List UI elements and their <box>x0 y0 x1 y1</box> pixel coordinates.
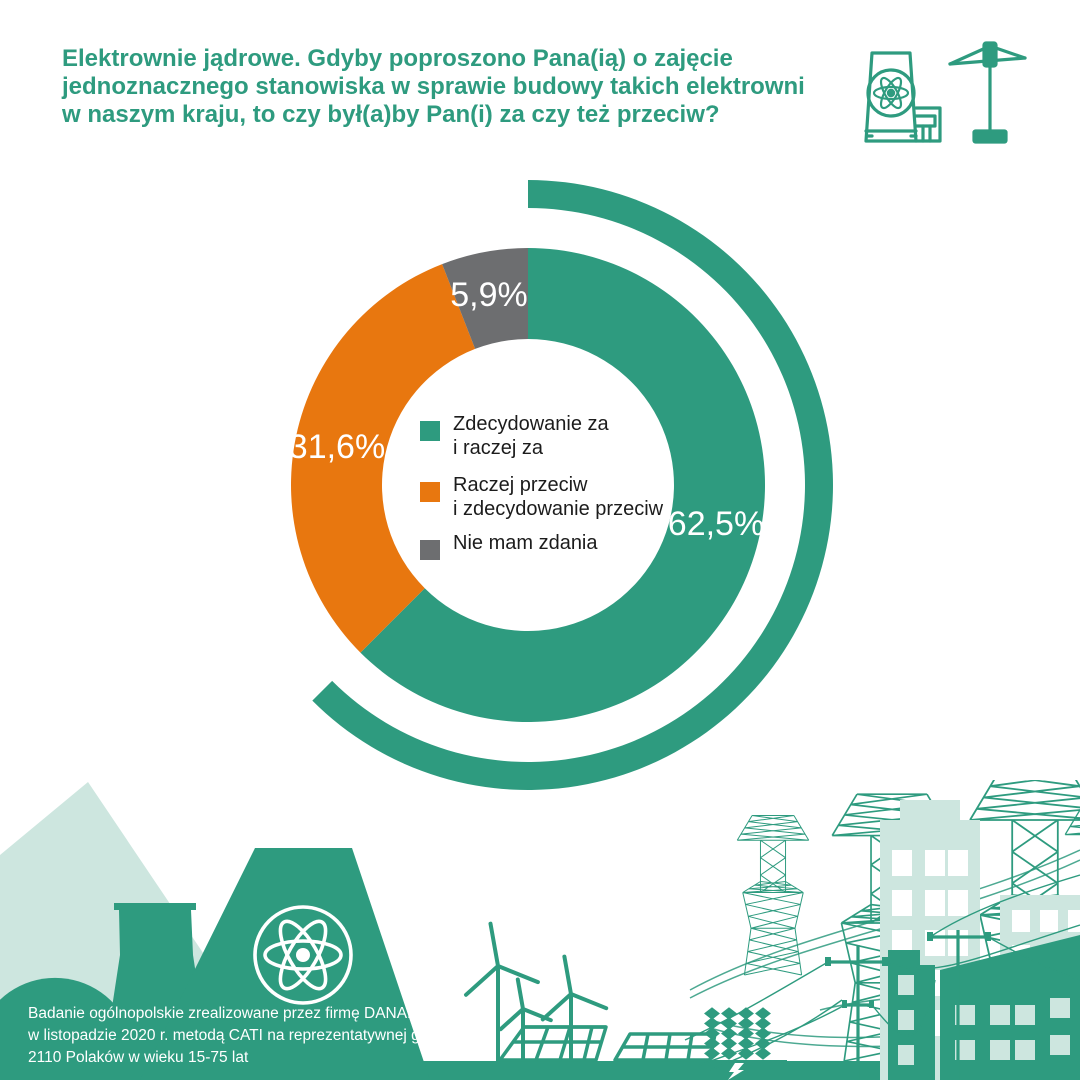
svg-text:31,6%: 31,6% <box>289 428 385 466</box>
svg-text:5,9%: 5,9% <box>450 276 528 314</box>
